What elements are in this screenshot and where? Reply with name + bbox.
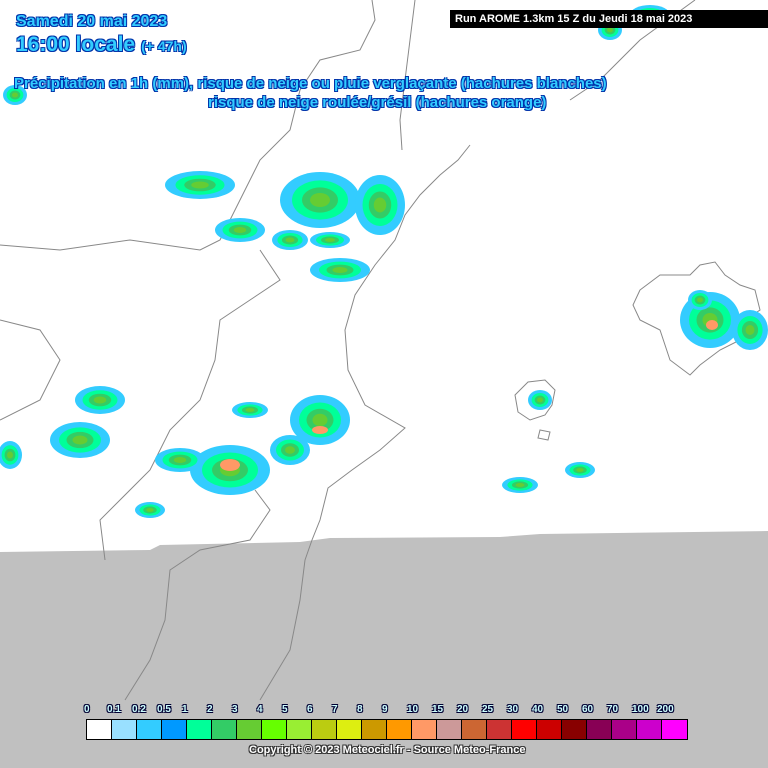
legend-swatch	[287, 720, 312, 739]
precipitation-cells	[0, 5, 768, 518]
precip-cell	[312, 413, 328, 427]
legend-swatch	[237, 720, 262, 739]
legend-label: 0	[84, 704, 90, 715]
legend-label: 70	[607, 704, 619, 715]
legend-label: 9	[382, 704, 388, 715]
legend-swatch	[187, 720, 212, 739]
legend-swatch	[537, 720, 562, 739]
precip-cell	[285, 446, 295, 454]
legend-swatch	[162, 720, 187, 739]
legend-swatch	[437, 720, 462, 739]
legend-label: 6	[307, 704, 313, 715]
legend-label: 3	[232, 704, 238, 715]
precip-cell	[245, 408, 255, 412]
precip-cell	[191, 181, 209, 189]
model-run-label: Run AROME 1.3km 15 Z du Jeudi 18 mai 202…	[450, 10, 768, 28]
legend-swatch	[487, 720, 512, 739]
forecast-date: Samedi 20 mai 2023	[16, 13, 168, 30]
legend-label: 25	[482, 704, 494, 715]
legend-label: 200	[657, 704, 674, 715]
legend-label: 30	[507, 704, 519, 715]
legend-label: 7	[332, 704, 338, 715]
precip-core	[312, 426, 328, 434]
legend-label: 0.5	[157, 704, 171, 715]
precip-cell	[373, 197, 387, 213]
legend-label: 1	[182, 704, 188, 715]
legend-swatch	[262, 720, 287, 739]
legend-label: 8	[357, 704, 363, 715]
legend-swatch	[337, 720, 362, 739]
legend-swatch	[212, 720, 237, 739]
precip-cell	[537, 397, 543, 403]
forecast-time: 16:00 locale (+ 47h)	[16, 33, 187, 57]
legend-label: 4	[257, 704, 263, 715]
copyright: Copyright © 2023 Meteociel.fr - Source M…	[249, 744, 526, 756]
legend-swatch	[387, 720, 412, 739]
precip-cell	[576, 468, 584, 472]
precip-cell	[72, 435, 88, 445]
legend-label: 0.1	[107, 704, 121, 715]
lead-time: (+ 47h)	[141, 38, 187, 54]
precip-cell	[173, 457, 187, 463]
legend-swatch	[412, 720, 437, 739]
legend-swatch	[137, 720, 162, 739]
precip-cell	[310, 193, 330, 207]
legend-swatch	[462, 720, 487, 739]
legend-label: 100	[632, 704, 649, 715]
precip-core	[706, 320, 718, 330]
map-title-line2: risque de neige roulée/grésil (hachures …	[208, 94, 547, 111]
legend-label: 15	[432, 704, 444, 715]
legend-swatch	[87, 720, 112, 739]
precip-cell	[607, 27, 613, 33]
legend-label: 0.2	[132, 704, 146, 715]
precip-cell	[697, 297, 703, 303]
legend-swatch	[587, 720, 612, 739]
legend-label: 2	[207, 704, 213, 715]
precip-cell	[332, 267, 348, 273]
precip-cell	[12, 92, 18, 98]
legend-swatch	[512, 720, 537, 739]
legend-label: 60	[582, 704, 594, 715]
legend-label: 50	[557, 704, 569, 715]
precip-cell	[93, 396, 107, 404]
legend-label: 5	[282, 704, 288, 715]
legend-swatch	[612, 720, 637, 739]
map-title-line1: Précipitation en 1h (mm), risque de neig…	[14, 75, 607, 92]
legend-swatches	[86, 719, 688, 740]
legend-label: 20	[457, 704, 469, 715]
legend-swatch	[637, 720, 662, 739]
legend-swatch	[112, 720, 137, 739]
local-time: 16:00 locale	[16, 33, 136, 56]
out-of-domain-area	[0, 531, 768, 768]
precip-cell	[233, 227, 247, 233]
borders	[0, 0, 761, 701]
precip-cell	[745, 325, 755, 335]
precip-cell	[7, 451, 13, 459]
precip-cell	[146, 508, 154, 512]
precip-cell	[515, 483, 525, 487]
legend-label: 40	[532, 704, 544, 715]
precip-core	[220, 459, 240, 471]
legend-swatch	[362, 720, 387, 739]
legend-swatch	[662, 720, 687, 739]
precip-cell	[285, 237, 295, 243]
legend-swatch	[312, 720, 337, 739]
legend-swatch	[562, 720, 587, 739]
legend-label: 10	[407, 704, 419, 715]
precip-cell	[325, 238, 335, 242]
